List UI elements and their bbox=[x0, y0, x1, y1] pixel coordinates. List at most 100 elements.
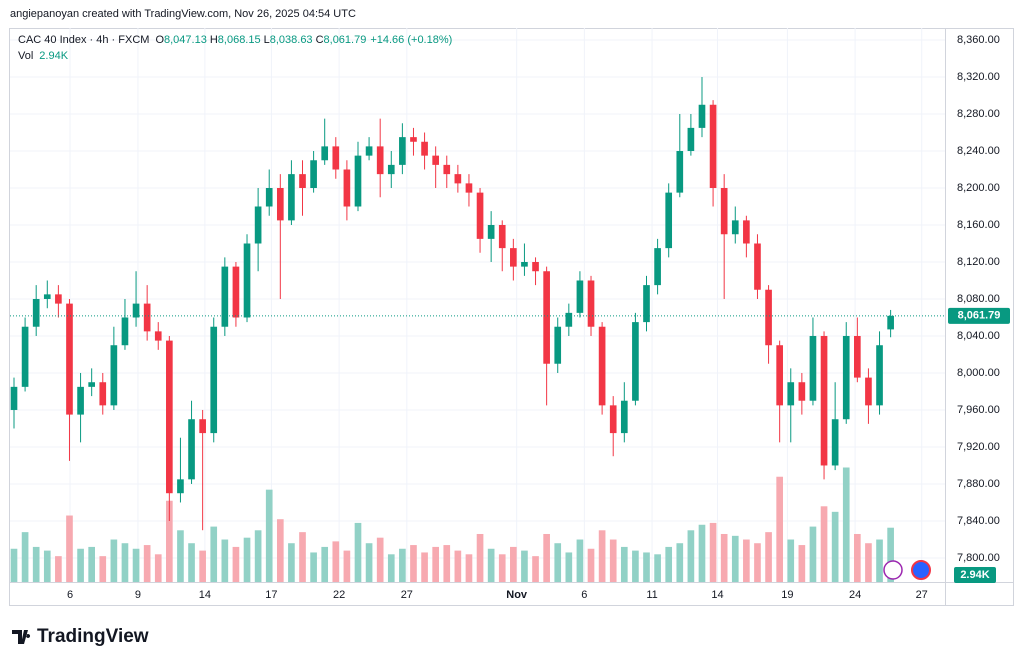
volume-bar bbox=[332, 541, 340, 582]
candle-body bbox=[110, 345, 118, 406]
volume-bar bbox=[143, 545, 151, 582]
volume-bar bbox=[77, 548, 84, 582]
y-tick-label: 7,840.00 bbox=[957, 515, 1000, 527]
y-tick-label: 7,920.00 bbox=[957, 441, 1000, 453]
volume-bar bbox=[465, 554, 473, 582]
x-tick-label: 9 bbox=[135, 589, 141, 601]
candle-body bbox=[831, 419, 839, 466]
candle-body bbox=[487, 224, 495, 239]
candle-body bbox=[432, 155, 439, 165]
volume-bar bbox=[88, 546, 95, 582]
volume-bar bbox=[399, 548, 406, 582]
candle-body bbox=[299, 174, 306, 189]
volume-bar bbox=[820, 506, 828, 582]
volume-bar bbox=[654, 554, 661, 582]
candle-body bbox=[376, 146, 384, 175]
candle-body bbox=[343, 169, 351, 207]
volume-bar bbox=[66, 515, 73, 582]
candle-body bbox=[698, 104, 706, 128]
candle-body bbox=[399, 137, 406, 165]
candle-body bbox=[265, 188, 273, 207]
ohlc-value: 8,061.79 bbox=[324, 34, 367, 46]
volume-bar bbox=[132, 548, 140, 582]
y-tick-label: 8,080.00 bbox=[957, 293, 1000, 305]
ohlc-value: 8,038.63 bbox=[270, 34, 313, 46]
ohlc-key: L bbox=[264, 34, 270, 46]
candle-body bbox=[365, 146, 373, 156]
candle-body bbox=[210, 326, 218, 434]
x-tick-label: 6 bbox=[581, 589, 587, 601]
candle-body bbox=[288, 174, 295, 221]
volume-bar bbox=[254, 530, 262, 582]
candle-body bbox=[310, 160, 317, 189]
volume-bar bbox=[265, 489, 273, 582]
alert-icon[interactable] bbox=[883, 560, 903, 580]
candle-body bbox=[765, 289, 772, 346]
ohlc-value: 8,047.13 bbox=[164, 34, 207, 46]
frame bbox=[9, 28, 1014, 606]
volume-bar bbox=[587, 548, 595, 582]
candle-body bbox=[387, 164, 395, 175]
candle-body bbox=[632, 322, 639, 401]
attribution: angiepanoyan created with TradingView.co… bbox=[10, 8, 356, 20]
volume-bar bbox=[842, 467, 850, 582]
x-tick-label: 22 bbox=[333, 589, 345, 601]
event-icon[interactable] bbox=[911, 560, 931, 580]
volume-bar bbox=[32, 546, 40, 582]
y-tick-label: 7,800.00 bbox=[957, 552, 1000, 564]
volume-bar bbox=[498, 554, 506, 582]
x-tick-label: 19 bbox=[781, 589, 793, 601]
candle-body bbox=[88, 382, 95, 387]
volume-bar bbox=[554, 543, 562, 582]
volume-bar bbox=[798, 545, 806, 582]
volume-bar bbox=[221, 539, 229, 582]
x-tick-label: 24 bbox=[849, 589, 861, 601]
ohlc-key: O bbox=[155, 34, 164, 46]
volume-bar bbox=[709, 522, 717, 582]
logo-text: TradingView bbox=[37, 626, 149, 647]
volume-bar bbox=[121, 543, 129, 582]
candle-body bbox=[587, 280, 595, 327]
volume-bar bbox=[831, 511, 839, 582]
x-tick-label: 27 bbox=[401, 589, 413, 601]
candle-body bbox=[865, 377, 872, 406]
volume-bar bbox=[687, 530, 695, 582]
candle-body bbox=[743, 220, 750, 244]
candle-body bbox=[731, 220, 739, 235]
candle-body bbox=[787, 382, 795, 406]
logo-icon bbox=[12, 630, 31, 644]
candle-body bbox=[10, 386, 18, 410]
price-label-box bbox=[948, 307, 1010, 324]
candle-body bbox=[565, 312, 573, 327]
x-tick-label: Nov bbox=[506, 589, 528, 601]
volume-bar bbox=[21, 532, 29, 582]
volume-bar bbox=[55, 556, 62, 582]
legend: CAC 40 Index · 4h · FXCM O8,047.13 H8,068.… bbox=[18, 34, 452, 62]
volume-bar bbox=[154, 554, 162, 582]
candle-body bbox=[154, 331, 162, 341]
candle-body bbox=[598, 326, 606, 406]
volume-bar bbox=[620, 546, 628, 582]
ohlc-value: 8,068.15 bbox=[218, 34, 261, 46]
candle-body bbox=[32, 298, 40, 327]
volume-label: 2.94K bbox=[960, 569, 989, 581]
price-label: 8,061.79 bbox=[958, 310, 1001, 322]
ohlc-key: H bbox=[210, 34, 218, 46]
x-tick-label: 14 bbox=[199, 589, 211, 601]
volume-bar bbox=[321, 546, 329, 582]
y-tick-label: 8,280.00 bbox=[957, 108, 1000, 120]
y-tick-label: 8,040.00 bbox=[957, 330, 1000, 342]
candle-body bbox=[421, 141, 428, 156]
x-tick-label: 17 bbox=[265, 589, 277, 601]
candle-body bbox=[121, 317, 129, 346]
volume-bar bbox=[410, 545, 417, 582]
volume-bar bbox=[243, 537, 251, 582]
candle-body bbox=[532, 261, 539, 272]
candle-body bbox=[66, 303, 73, 415]
volume-bar bbox=[199, 550, 206, 582]
x-tick-label: 14 bbox=[711, 589, 723, 601]
y-tick-label: 8,240.00 bbox=[957, 145, 1000, 157]
volume-bar bbox=[43, 550, 51, 582]
candle-body bbox=[654, 248, 661, 286]
